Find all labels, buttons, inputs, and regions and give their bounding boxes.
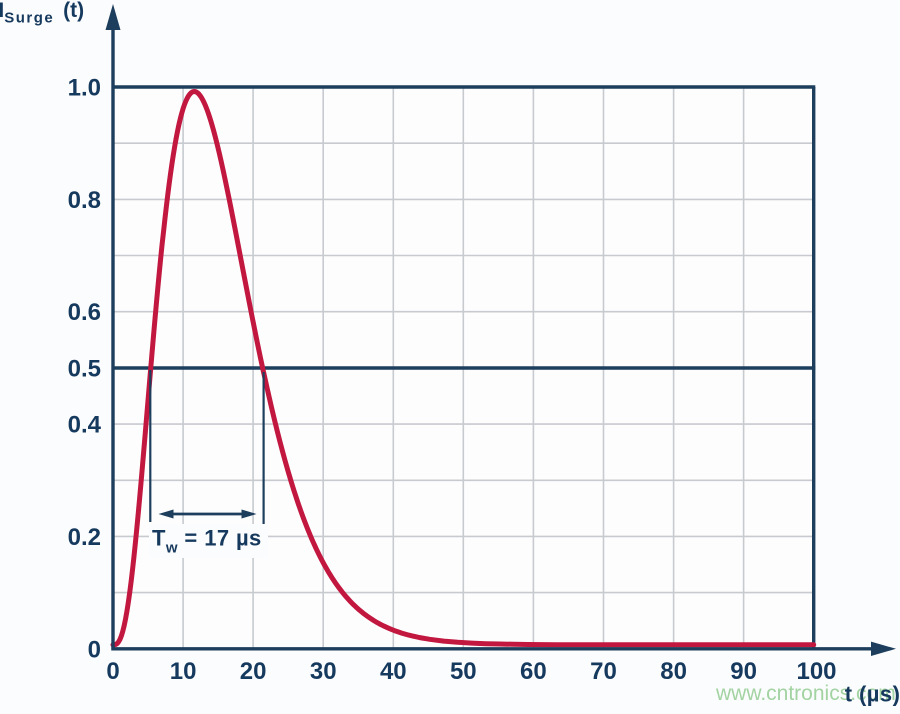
svg-text:www.cntronics.com: www.cntronics.com [715,682,896,705]
svg-text:0: 0 [88,636,101,663]
svg-text:0: 0 [106,658,119,685]
svg-text:1.0: 1.0 [68,75,101,102]
svg-text:0.2: 0.2 [68,524,101,551]
svg-text:t (µs): t (µs) [845,682,900,707]
svg-text:0.8: 0.8 [68,187,101,214]
svg-text:90: 90 [730,658,757,685]
svg-text:70: 70 [590,658,617,685]
svg-text:50: 50 [450,658,477,685]
svg-text:20: 20 [240,658,267,685]
svg-text:10: 10 [170,658,197,685]
svg-text:100: 100 [796,658,836,685]
svg-text:60: 60 [520,658,547,685]
svg-text:0.5: 0.5 [68,356,101,383]
svg-text:30: 30 [310,658,337,685]
svg-text:0.4: 0.4 [68,412,102,439]
svg-text:80: 80 [660,658,687,685]
svg-text:40: 40 [380,658,407,685]
svg-text:0.6: 0.6 [68,299,101,326]
